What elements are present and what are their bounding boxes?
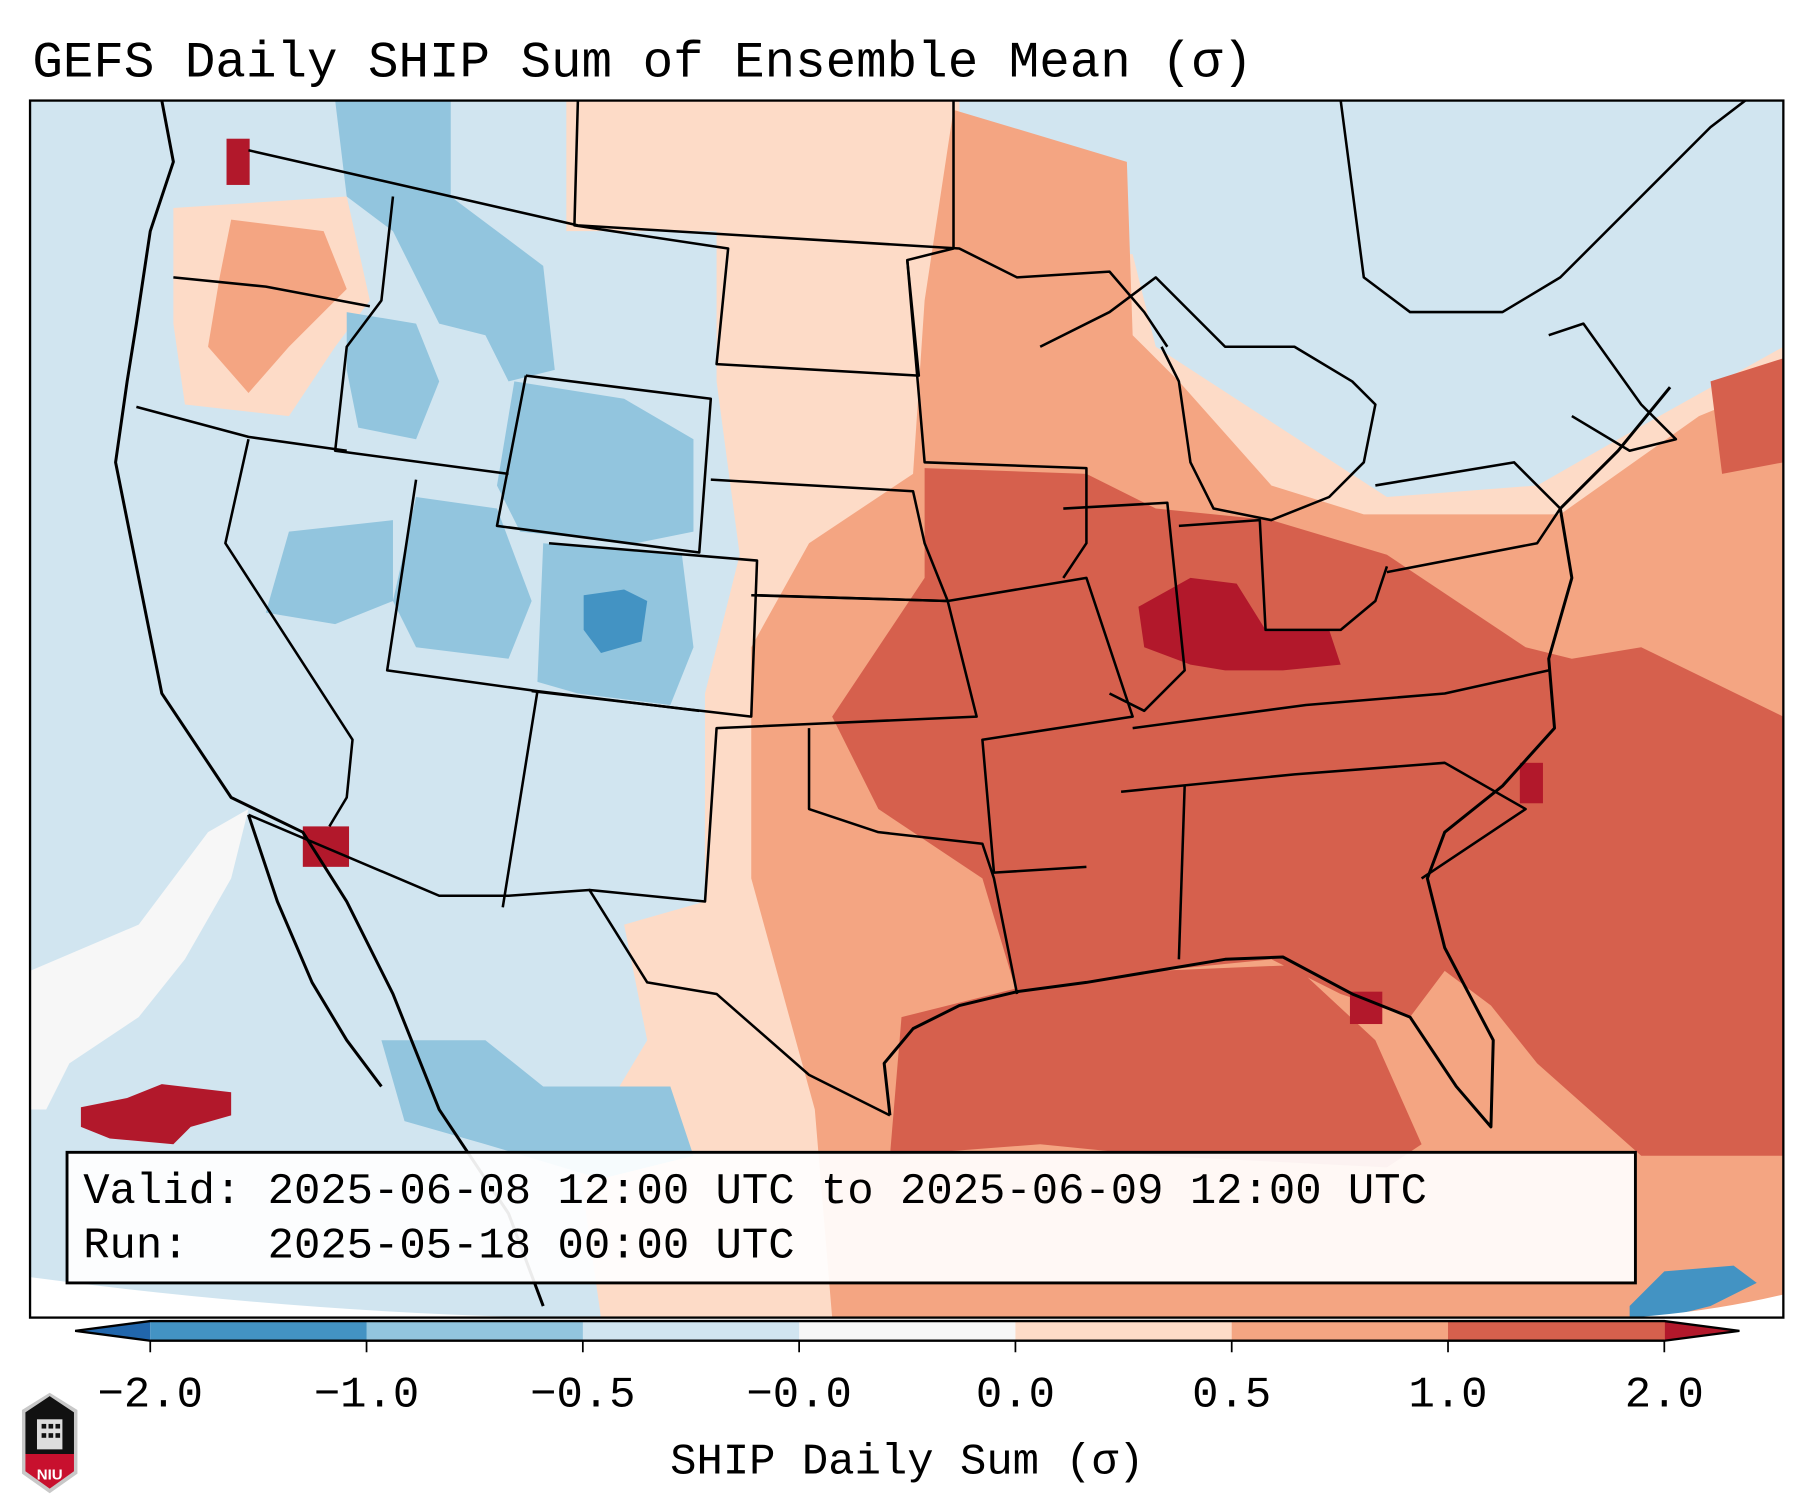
- anomaly-region-neutral-pacific: [30, 809, 249, 1110]
- colorbar-segment: [150, 1321, 368, 1341]
- state-border-ms-al-ga: [1120, 761, 1527, 880]
- anomaly-region-extreme-positive-fl: [1349, 991, 1383, 1025]
- colorbar-under-triangle: [75, 1321, 151, 1341]
- state-border-ny-pa: [1375, 461, 1562, 574]
- colorbar-tick-label: 2.0: [1625, 1371, 1704, 1421]
- anomaly-region-moderate-positive-nw: [208, 219, 347, 393]
- colorbar-tick-label: −0.5: [530, 1371, 635, 1421]
- niu-logo: NIU: [21, 1392, 78, 1494]
- projection-edge-sw: [30, 1277, 544, 1318]
- anomaly-region-strong-positive-gulf: [889, 965, 1422, 1168]
- anomaly-region-extreme-positive-pacific: [80, 1084, 232, 1145]
- state-border-co: [531, 541, 759, 718]
- state-border-new-england: [1548, 322, 1678, 453]
- state-border-oh-ky: [1178, 518, 1389, 632]
- state-border-mo-ar: [947, 576, 1134, 874]
- anomaly-region-moderate-negative-montana: [335, 100, 555, 382]
- colorbar-segment: [366, 1321, 584, 1341]
- colorbar-tick-label: 0.0: [976, 1371, 1055, 1421]
- colorbar-tick-label: 0.5: [1192, 1371, 1271, 1421]
- colorbar-tick-label: −2.0: [98, 1371, 203, 1421]
- state-border-or-ca: [136, 405, 347, 453]
- colorbar-segment: [1015, 1321, 1233, 1341]
- west-coastline: [114, 100, 545, 1307]
- valid-time-text: Valid: 2025-06-08 12:00 UTC to 2025-06-0…: [83, 1167, 1427, 1217]
- state-border-tx-ok: [807, 728, 1019, 995]
- canada-east-coast: [1339, 100, 1746, 314]
- state-border-id-mt: [333, 196, 509, 476]
- state-border-mn-ia: [906, 259, 1088, 579]
- gulf-atlantic-coastline: [882, 386, 1672, 1129]
- state-border-az-nm: [501, 690, 539, 908]
- mexico-border: [247, 813, 891, 1117]
- state-border-wa-or: [173, 276, 371, 308]
- colorbar-segment: [1231, 1321, 1449, 1341]
- info-box: Valid: 2025-06-08 12:00 UTC to 2025-06-0…: [65, 1150, 1637, 1285]
- state-border-wy: [495, 374, 713, 554]
- anomaly-region-strong-positive-atlantic: [1710, 358, 1784, 474]
- map-panel: [30, 100, 1784, 1318]
- anomaly-region-moderate-negative-mexico: [381, 1040, 694, 1179]
- logo-text: NIU: [37, 1466, 63, 1483]
- colorbar-tick-label: −1.0: [314, 1371, 419, 1421]
- run-time-text: Run: 2025-05-18 00:00 UTC: [83, 1221, 794, 1271]
- baja-coastline: [247, 814, 383, 1088]
- state-border-tn: [1132, 669, 1550, 730]
- anomaly-region-strong-negative-cuba: [1629, 1265, 1757, 1318]
- colorbar-segment: [1448, 1321, 1665, 1341]
- colorbar-tick-label: −0.0: [746, 1371, 851, 1421]
- chart-title: GEFS Daily SHIP Sum of Ensemble Mean (σ): [32, 35, 1252, 92]
- colorbar-label: SHIP Daily Sum (σ): [670, 1438, 1144, 1488]
- colorbar-segment: [582, 1321, 800, 1341]
- anomaly-region-extreme-positive-ohio-valley: [1138, 577, 1341, 671]
- state-border-il-in: [1063, 501, 1186, 713]
- anomaly-region-extreme-positive-wa: [226, 138, 250, 185]
- anomaly-region-extreme-positive-nc: [1519, 762, 1543, 804]
- anomaly-region-moderate-negative-utah: [392, 496, 532, 659]
- colorbar-tick-label: 1.0: [1408, 1371, 1487, 1421]
- colorbar-over-triangle: [1664, 1321, 1740, 1341]
- colorbar-segment: [799, 1321, 1017, 1341]
- state-border-al-ga-fl: [1177, 785, 1186, 960]
- anomaly-region-moderate-negative-idaho: [346, 312, 440, 440]
- map-frame: [28, 99, 1785, 1319]
- anomaly-region-moderate-negative-wyoming: [496, 381, 694, 544]
- projection-edge-se: [1629, 1294, 1784, 1318]
- state-border-dakotas: [573, 100, 955, 377]
- anomaly-region-moderate-negative-nevada: [265, 520, 393, 625]
- colorbar: −2.0 −1.0 −0.5 −0.0 0.0 0.5 1.0 2.0: [74, 1319, 1740, 1421]
- state-border-nv: [224, 438, 354, 828]
- anomaly-region-strong-negative-colorado: [583, 589, 648, 654]
- state-border-ks-ok: [589, 593, 978, 903]
- great-lakes-outline: [1039, 276, 1377, 522]
